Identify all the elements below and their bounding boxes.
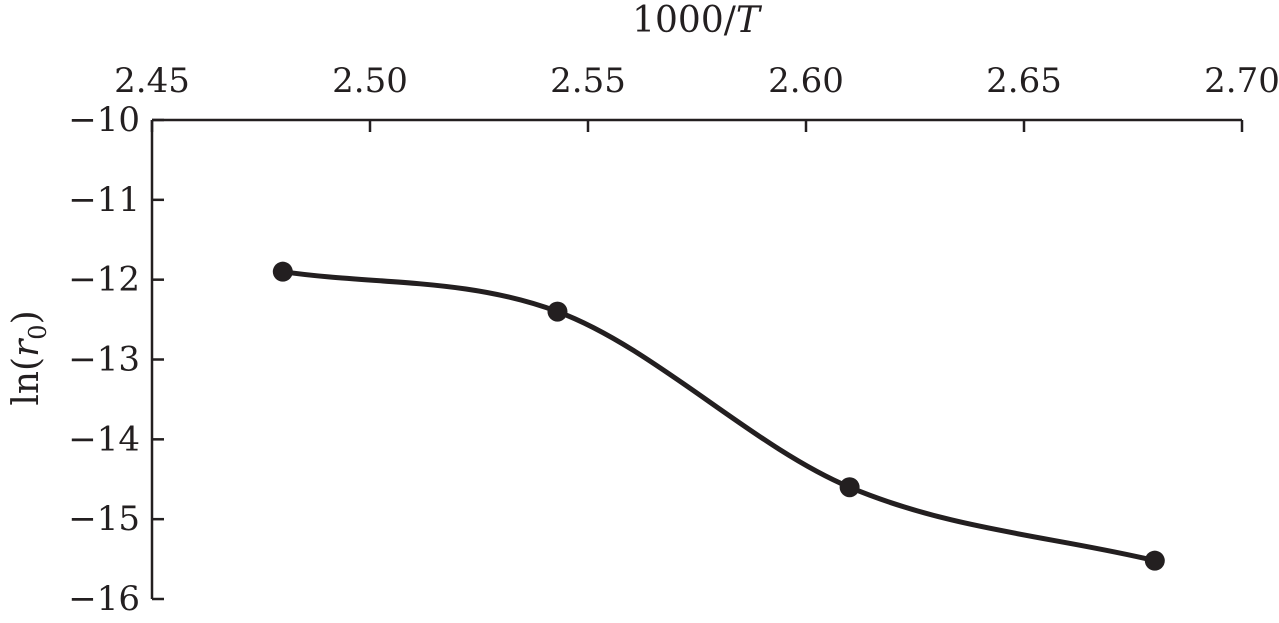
x-tick-label: 2.60	[768, 61, 844, 101]
data-point	[839, 477, 860, 498]
x-tick-label: 2.65	[986, 61, 1062, 101]
y-tick-label: −13	[68, 340, 140, 380]
y-tick-label: −11	[68, 180, 140, 220]
data-point	[1144, 550, 1165, 571]
y-axis-title: ln(r0)	[6, 310, 52, 405]
x-axis-ticks: 2.45 2.50 2.55 2.60 2.65 2.70	[114, 61, 1279, 132]
y-tick-label: −12	[68, 260, 140, 300]
x-tick-label: 2.50	[332, 61, 408, 101]
y-tick-label: −14	[68, 419, 140, 459]
x-tick-label: 2.45	[114, 61, 190, 101]
y-tick-label: −15	[68, 499, 140, 539]
axes	[150, 118, 1242, 599]
y-tick-label: −16	[68, 579, 140, 619]
y-tick-label: −10	[68, 100, 140, 140]
series-line	[280, 269, 1158, 564]
series	[272, 261, 1165, 571]
data-point	[272, 261, 293, 282]
data-point	[547, 301, 568, 322]
y-axis-ticks: −10 −11 −12 −13 −14 −15 −16	[68, 100, 164, 619]
x-tick-label: 2.70	[1204, 61, 1279, 101]
x-tick-label: 2.55	[550, 61, 626, 101]
x-axis-title: 1000/T	[632, 0, 763, 41]
